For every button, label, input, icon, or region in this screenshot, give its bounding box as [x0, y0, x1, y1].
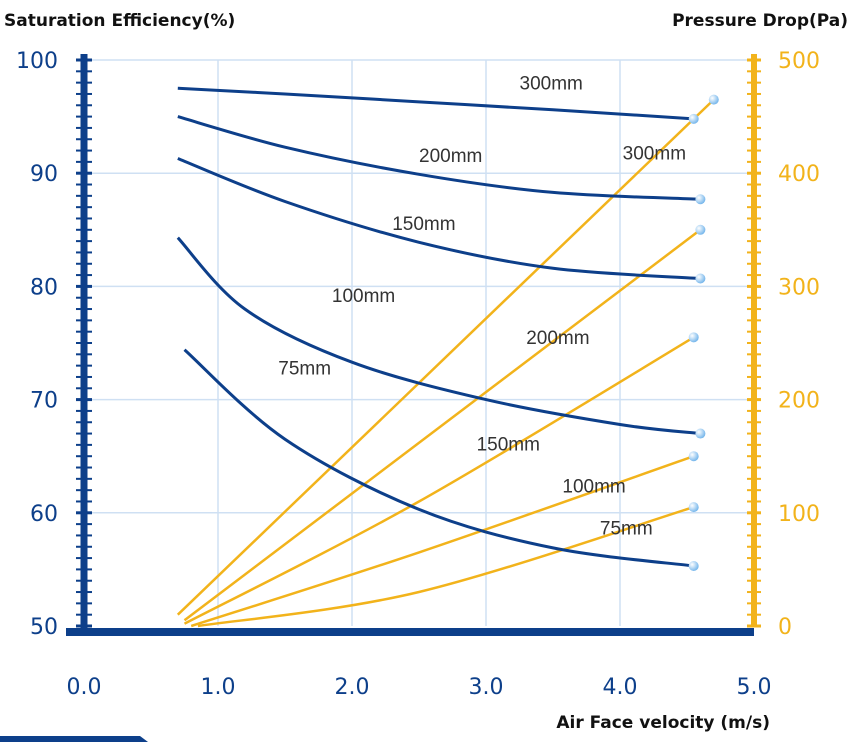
efficiency-line-75mm — [183, 348, 694, 568]
y-right-tick-label: 500 — [778, 49, 820, 74]
x-tick-label: 5.0 — [737, 675, 772, 700]
pressure-endpoint-150mm — [688, 332, 699, 343]
pressure-line-75mm — [197, 505, 695, 628]
efficiency-label-300mm: 300mm — [520, 73, 583, 94]
pressure-line-300mm — [176, 98, 715, 616]
efficiency-line-100mm — [176, 236, 701, 436]
efficiency-label-75mm: 75mm — [278, 359, 331, 380]
curve-labels: 300mm 200mm 150mm 100mm 75mm 300mm 200mm 150mm 1… — [278, 73, 686, 539]
y-right-tick-label: 0 — [778, 615, 792, 640]
efficiency-label-100mm: 100mm — [332, 286, 395, 307]
pressure-endpoint-200mm — [695, 224, 706, 235]
pressure-line-200mm — [183, 228, 702, 622]
pressure-endpoint-75mm — [688, 502, 699, 513]
x-tick-label: 1.0 — [201, 675, 236, 700]
efficiency-endpoint-200mm — [695, 194, 706, 205]
y-right-tick-label: 100 — [778, 502, 820, 527]
y-left-tick-label: 90 — [30, 162, 58, 187]
pressure-label-300mm: 300mm — [623, 144, 686, 165]
y-left-axis-title: Saturation Efficiency(%) — [4, 11, 235, 31]
pressure-label-150mm: 150mm — [477, 435, 540, 456]
y-right-axis-title: Pressure Drop(Pa) — [672, 11, 848, 31]
x-axis-title: Air Face velocity (m/s) — [556, 713, 770, 733]
y-right-tick-label: 400 — [778, 162, 820, 187]
y-left-tick-label: 50 — [30, 615, 58, 640]
pressure-endpoint-300mm — [708, 94, 719, 105]
efficiency-line-300mm — [177, 86, 694, 121]
efficiency-series-group — [176, 86, 706, 572]
y-right-tick-label: 200 — [778, 389, 820, 414]
efficiency-line-200mm — [177, 115, 701, 201]
pressure-label-100mm: 100mm — [562, 476, 625, 497]
efficiency-endpoint-300mm — [688, 113, 699, 124]
efficiency-endpoint-75mm — [688, 561, 699, 572]
pressure-label-75mm: 75mm — [600, 518, 653, 539]
y-left-tick-label: 60 — [30, 502, 58, 527]
pressure-endpoint-100mm — [688, 451, 699, 462]
efficiency-endpoint-150mm — [695, 273, 706, 284]
axes — [66, 54, 757, 636]
efficiency-endpoint-100mm — [695, 428, 706, 439]
x-tick-label: 3.0 — [469, 675, 504, 700]
x-tick-label: 2.0 — [335, 675, 370, 700]
y-left-tick-label: 80 — [30, 275, 58, 300]
efficiency-line-150mm — [177, 157, 701, 280]
pressure-label-200mm: 200mm — [526, 328, 589, 349]
x-tick-label: 4.0 — [603, 675, 638, 700]
efficiency-label-200mm: 200mm — [419, 146, 482, 167]
x-tick-label: 0.0 — [67, 675, 102, 700]
y-left-tick-label: 70 — [30, 389, 58, 414]
pressure-line-150mm — [183, 336, 695, 625]
footer-tab — [0, 736, 148, 742]
efficiency-label-150mm: 150mm — [392, 214, 455, 235]
tick-labels: 50 60 70 80 90 100 0 100 200 300 400 500 0.0 1.0 2.0 3.… — [16, 49, 820, 700]
y-right-tick-label: 300 — [778, 275, 820, 300]
y-left-tick-label: 100 — [16, 49, 58, 74]
pressure-line-100mm — [190, 455, 695, 628]
pressure-series-group — [176, 94, 719, 628]
